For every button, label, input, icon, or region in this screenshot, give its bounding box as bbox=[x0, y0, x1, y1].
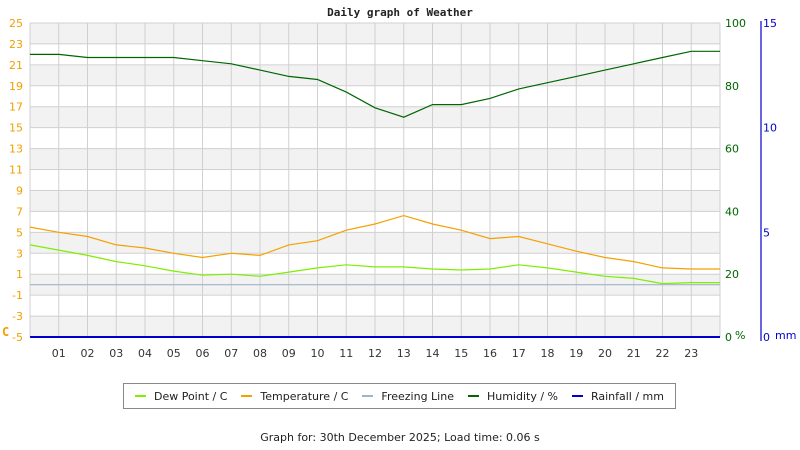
humidity-axis-ticks: 0 20 40 60 80 100% bbox=[725, 17, 746, 344]
svg-text:18: 18 bbox=[541, 347, 555, 360]
legend-label: Dew Point / C bbox=[153, 389, 228, 403]
svg-text:19: 19 bbox=[569, 347, 583, 360]
legend-label: Humidity / % bbox=[486, 389, 558, 403]
humidity-line bbox=[30, 50, 720, 118]
svg-text:100: 100 bbox=[725, 17, 746, 30]
data-series bbox=[29, 50, 720, 338]
svg-text:23: 23 bbox=[9, 38, 23, 51]
legend-swatch-icon bbox=[362, 395, 374, 397]
chart-title: Daily graph of Weather bbox=[327, 6, 473, 19]
svg-text:13: 13 bbox=[9, 143, 23, 156]
svg-text:17: 17 bbox=[9, 101, 23, 114]
svg-text:16: 16 bbox=[483, 347, 497, 360]
svg-text:06: 06 bbox=[196, 347, 210, 360]
svg-text:17: 17 bbox=[512, 347, 526, 360]
chart-legend: Dew Point / C Temperature / C Freezing Lin… bbox=[123, 383, 676, 409]
svg-text:%: % bbox=[735, 329, 745, 342]
svg-text:15: 15 bbox=[454, 347, 468, 360]
svg-text:mm: mm bbox=[775, 329, 796, 342]
svg-text:03: 03 bbox=[109, 347, 123, 360]
svg-text:08: 08 bbox=[253, 347, 267, 360]
x-axis-ticks: 01 02 03 04 05 06 07 08 09 10 11 12 13 14 15 16 17 18 19 20… bbox=[52, 347, 699, 360]
svg-text:21: 21 bbox=[627, 347, 641, 360]
svg-text:C: C bbox=[2, 325, 9, 339]
legend-item: Humidity / % bbox=[467, 389, 558, 403]
svg-text:80: 80 bbox=[725, 80, 739, 93]
legend-label: Temperature / C bbox=[260, 389, 349, 403]
svg-text:-3: -3 bbox=[12, 310, 23, 323]
svg-text:15: 15 bbox=[9, 122, 23, 135]
svg-text:11: 11 bbox=[339, 347, 353, 360]
legend-item: Freezing Line bbox=[362, 390, 454, 403]
svg-text:20: 20 bbox=[598, 347, 612, 360]
legend-swatch-icon bbox=[241, 395, 253, 397]
footer-status: Graph for: 30th December 2025; Load time… bbox=[260, 431, 540, 444]
legend-label: Freezing Line bbox=[381, 389, 454, 403]
svg-text:3: 3 bbox=[16, 247, 23, 260]
svg-text:9: 9 bbox=[16, 184, 23, 197]
svg-text:11: 11 bbox=[9, 164, 23, 177]
svg-text:22: 22 bbox=[656, 347, 670, 360]
svg-text:10: 10 bbox=[311, 347, 325, 360]
legend-swatch-icon bbox=[134, 395, 146, 397]
svg-text:25: 25 bbox=[9, 17, 23, 30]
svg-text:-1: -1 bbox=[12, 289, 23, 302]
svg-text:5: 5 bbox=[763, 226, 770, 239]
legend-item: Dew Point / C bbox=[134, 389, 228, 403]
svg-text:10: 10 bbox=[763, 122, 777, 135]
svg-text:15: 15 bbox=[763, 17, 777, 30]
svg-text:04: 04 bbox=[138, 347, 152, 360]
svg-text:02: 02 bbox=[81, 347, 95, 360]
svg-text:-5: -5 bbox=[12, 331, 23, 344]
svg-text:05: 05 bbox=[167, 347, 181, 360]
rainfall-axis: 0 5 10 15 mm bbox=[760, 17, 796, 344]
temperature-cline bbox=[29, 214, 720, 270]
svg-text:09: 09 bbox=[282, 347, 296, 360]
svg-text:21: 21 bbox=[9, 59, 23, 72]
svg-text:5: 5 bbox=[16, 226, 23, 239]
legend-swatch-icon bbox=[571, 395, 583, 397]
legend-label: Rainfall / mm bbox=[590, 389, 664, 403]
svg-text:13: 13 bbox=[397, 347, 411, 360]
svg-text:14: 14 bbox=[426, 347, 440, 360]
svg-text:12: 12 bbox=[368, 347, 382, 360]
legend-item: Rainfall / mm bbox=[571, 389, 664, 403]
svg-text:0: 0 bbox=[725, 331, 732, 344]
svg-text:07: 07 bbox=[224, 347, 238, 360]
svg-text:1: 1 bbox=[16, 268, 23, 281]
svg-text:7: 7 bbox=[16, 205, 23, 218]
legend-swatch-icon bbox=[467, 395, 479, 397]
svg-text:01: 01 bbox=[52, 347, 66, 360]
svg-text:60: 60 bbox=[725, 143, 739, 156]
svg-text:23: 23 bbox=[684, 347, 698, 360]
svg-text:40: 40 bbox=[725, 205, 739, 218]
svg-text:19: 19 bbox=[9, 80, 23, 93]
dew-point-cline bbox=[29, 244, 720, 285]
legend-item: Temperature / C bbox=[241, 390, 348, 403]
svg-text:0: 0 bbox=[763, 331, 770, 344]
svg-text:20: 20 bbox=[725, 268, 739, 281]
